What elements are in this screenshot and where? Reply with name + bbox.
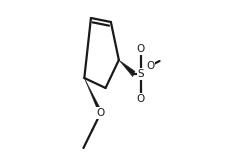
Text: O: O [137, 94, 145, 104]
Text: S: S [138, 69, 144, 79]
Text: O: O [146, 61, 154, 71]
Polygon shape [84, 78, 102, 114]
Text: O: O [137, 44, 145, 54]
Polygon shape [119, 60, 135, 77]
Text: O: O [97, 108, 105, 118]
